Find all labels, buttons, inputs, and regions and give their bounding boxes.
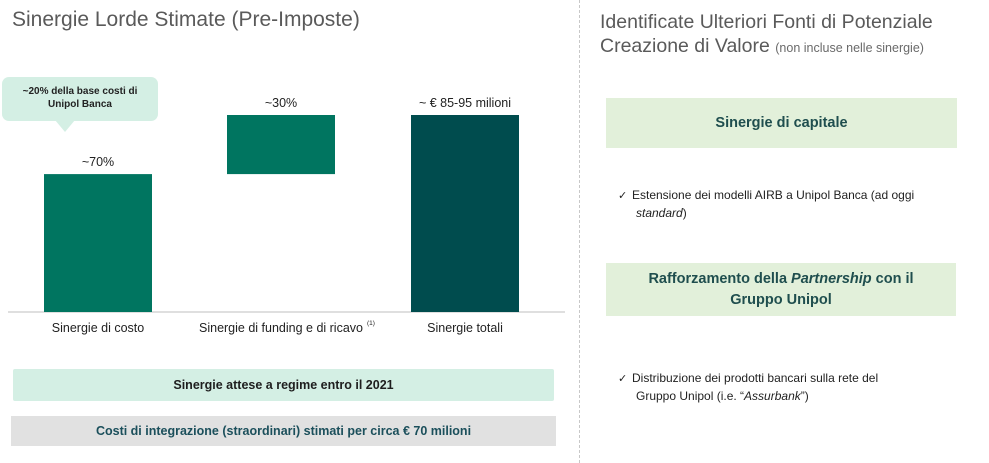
distribution-bullet-italic: Assurbank bbox=[744, 389, 801, 403]
data-label-2: ~30% bbox=[265, 96, 297, 110]
data-label-3: ~ € 85-95 milioni bbox=[419, 96, 511, 110]
synergies-timing-banner: Sinergie attese a regime entro il 2021 bbox=[13, 369, 554, 401]
distribution-bullet-post: ”) bbox=[800, 389, 809, 403]
partnership-box-line-2: Gruppo Unipol bbox=[730, 291, 832, 308]
callout-pointer bbox=[55, 120, 75, 132]
distribution-bullet-line-1: Distribuzione dei prodotti bancari sulla… bbox=[632, 371, 879, 385]
airb-bullet-italic: standard bbox=[636, 206, 683, 220]
value-sources-title: Identificate Ulteriori Fonti di Potenzia… bbox=[600, 10, 980, 60]
footnote-mark-2: (1) bbox=[367, 320, 375, 327]
section-divider bbox=[579, 0, 580, 463]
checkmark-icon: ✓ bbox=[618, 190, 628, 202]
bar-2 bbox=[227, 115, 335, 175]
airb-bullet: ✓ Estensione dei modelli AIRB a Unipol Ba… bbox=[618, 187, 968, 222]
checkmark-icon: ✓ bbox=[618, 373, 628, 385]
category-label-1: Sinergie di costo bbox=[52, 321, 144, 335]
bar-3 bbox=[411, 115, 519, 312]
synergies-bar-chart: ~70% Sinergie di costo ~30% Sinergie di fun… bbox=[8, 96, 565, 335]
data-label-1: ~70% bbox=[82, 155, 114, 169]
value-sources-title-line-2: Creazione di Valore bbox=[600, 35, 770, 57]
cost-base-callout: ~20% della base costi di Unipol Banca bbox=[2, 77, 158, 121]
category-label-3: Sinergie totali bbox=[427, 321, 503, 335]
callout-line-1: ~20% della base costi di bbox=[22, 86, 138, 97]
integration-costs-banner: Costi di integrazione (straordinari) sti… bbox=[11, 416, 556, 446]
airb-bullet-close: ) bbox=[682, 206, 687, 220]
chart-title: Sinergie Lorde Stimate (Pre-Imposte) bbox=[12, 8, 360, 31]
callout-line-2: Unipol Banca bbox=[48, 99, 112, 110]
capital-synergies-box: Sinergie di capitale bbox=[606, 98, 957, 148]
partnership-box-italic: Partnership bbox=[791, 270, 872, 287]
bar-1 bbox=[44, 174, 152, 312]
value-sources-title-note: (non incluse nelle sinergie) bbox=[775, 41, 924, 55]
value-sources-title-line-1: Identificate Ulteriori Fonti di Potenzia… bbox=[600, 11, 933, 33]
distribution-bullet-pre: Gruppo Unipol (i.e. “ bbox=[636, 389, 745, 403]
category-label-2: Sinergie di funding e di ricavo bbox=[199, 321, 363, 335]
distribution-bullet: ✓ Distribuzione dei prodotti bancari sull… bbox=[618, 370, 968, 405]
airb-bullet-text: Estensione dei modelli AIRB a Unipol Ban… bbox=[632, 188, 915, 202]
partnership-box-post: con il bbox=[871, 270, 914, 287]
partnership-box: Rafforzamento della Partnership con il G… bbox=[606, 263, 956, 316]
partnership-box-pre: Rafforzamento della bbox=[648, 270, 792, 287]
